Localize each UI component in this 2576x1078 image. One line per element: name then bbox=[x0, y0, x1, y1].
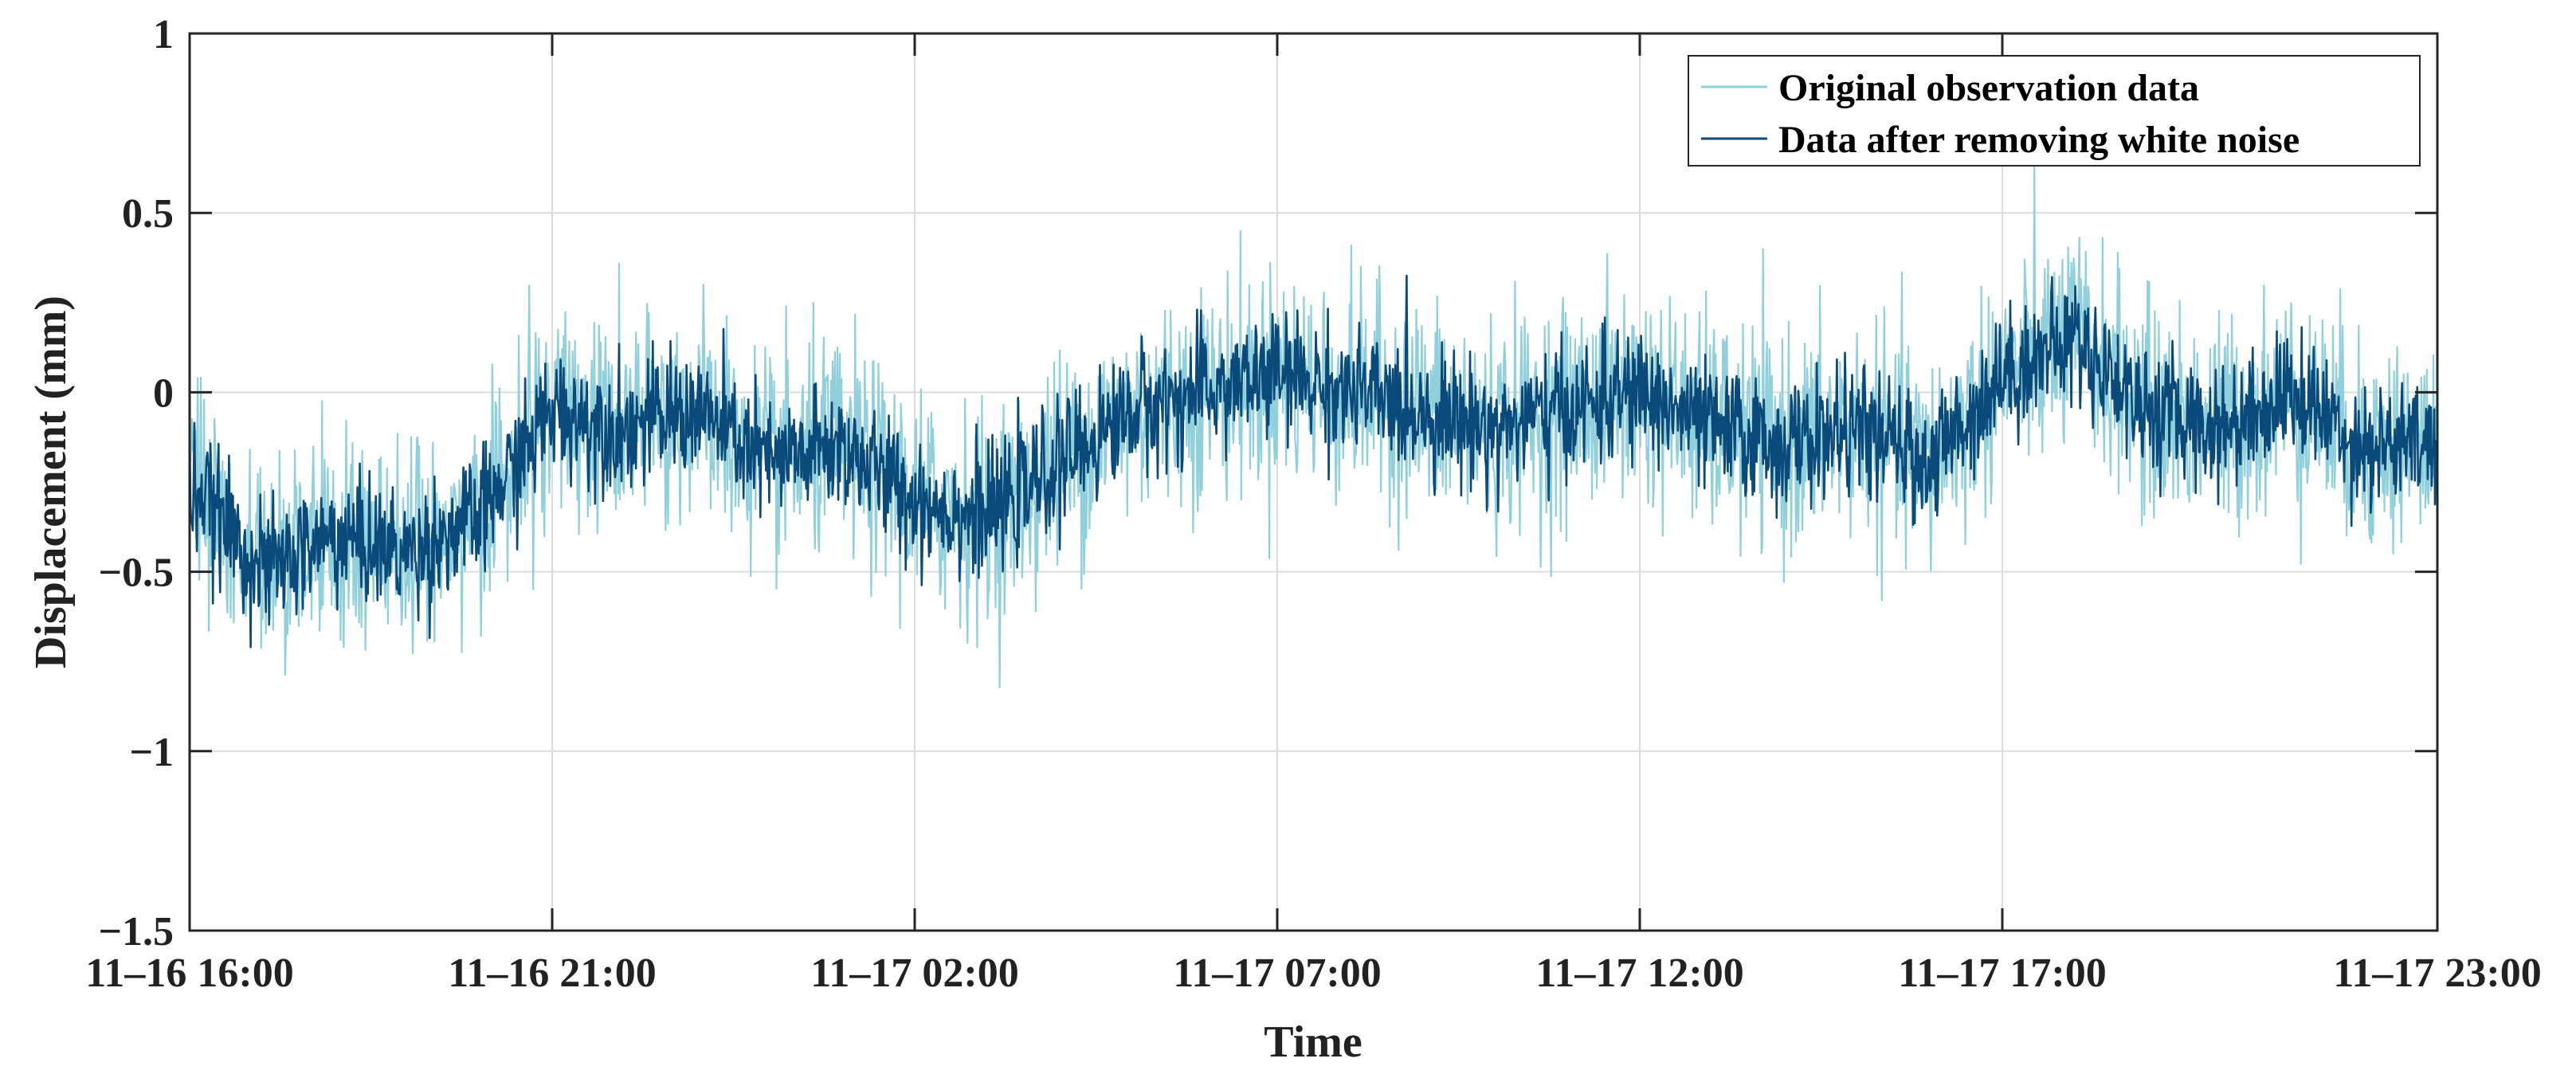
y-tick-label: −0.5 bbox=[98, 551, 174, 596]
x-tick-label: 11–17 02:00 bbox=[810, 951, 1018, 996]
series-line-original bbox=[188, 164, 2439, 688]
legend-label-denoised: Data after removing white noise bbox=[1778, 119, 2300, 161]
series-line-denoised bbox=[188, 274, 2439, 649]
y-tick-label: 1 bbox=[153, 12, 174, 57]
plot-frame bbox=[188, 32, 2439, 932]
x-axis-title: Time bbox=[1264, 1017, 1362, 1067]
x-tick-label: 11–16 21:00 bbox=[448, 951, 656, 996]
tick-labels: −1.5 −1 −0.5 0 0.5 1 11–16 16:00 11–16 21:00 11–… bbox=[85, 12, 2541, 996]
y-tick-label: −1 bbox=[129, 730, 174, 775]
x-tick-label: 11–16 16:00 bbox=[85, 951, 293, 996]
x-tick-label: 11–17 23:00 bbox=[2333, 951, 2541, 996]
legend-label-original: Original observation data bbox=[1778, 67, 2199, 109]
x-tick-label: 11–17 07:00 bbox=[1173, 951, 1381, 996]
y-tick-label: 0.5 bbox=[122, 191, 174, 237]
legend-box bbox=[1688, 55, 2421, 167]
plot-background bbox=[190, 33, 2437, 931]
y-axis-title: Displacement (mm) bbox=[26, 296, 76, 668]
series-layer bbox=[188, 164, 2439, 688]
y-tick-label: −1.5 bbox=[98, 909, 174, 955]
x-tick-label: 11–17 17:00 bbox=[1898, 951, 2106, 996]
ticks bbox=[188, 32, 2439, 932]
y-tick-label: 0 bbox=[153, 370, 174, 416]
x-tick-label: 11–17 12:00 bbox=[1535, 951, 1743, 996]
legend: Original observation data Data after rem… bbox=[1688, 55, 2421, 167]
